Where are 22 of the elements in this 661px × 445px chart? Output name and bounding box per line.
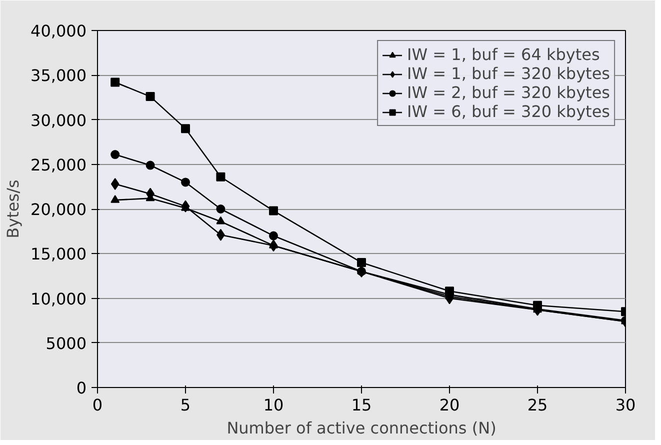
y-tick-label: 10,000 bbox=[30, 289, 86, 308]
legend-label: IW = 1, buf = 320 kbytes bbox=[407, 64, 610, 83]
y-tick-label: 25,000 bbox=[30, 155, 86, 174]
x-tick-label: 25 bbox=[527, 396, 548, 414]
y-axis-title: Bytes/s bbox=[4, 180, 23, 238]
x-tick-label: 15 bbox=[351, 396, 372, 414]
x-tick-label: 20 bbox=[439, 396, 460, 414]
x-tick-label: 30 bbox=[615, 396, 636, 414]
y-tick-label: 15,000 bbox=[30, 244, 86, 264]
x-tick-label: 5 bbox=[180, 396, 191, 414]
x-axis-title: Number of active connections (N) bbox=[226, 418, 496, 438]
y-tick-label: 30,000 bbox=[30, 110, 86, 130]
y-tick-label: 40,000 bbox=[30, 22, 86, 40]
legend-label: IW = 2, buf = 320 kbytes bbox=[407, 83, 610, 102]
x-tick-label: 10 bbox=[263, 396, 284, 414]
legend-label: IW = 1, buf = 64 kbytes bbox=[407, 45, 600, 64]
x-tick-label: 0 bbox=[92, 396, 103, 414]
y-tick-label: 35,000 bbox=[30, 66, 86, 86]
y-tick-label: 0 bbox=[76, 378, 87, 398]
y-tick-label: 5000 bbox=[46, 334, 86, 353]
y-tick-label: 20,000 bbox=[30, 200, 86, 219]
legend-label: IW = 6, buf = 320 kbytes bbox=[407, 102, 610, 121]
